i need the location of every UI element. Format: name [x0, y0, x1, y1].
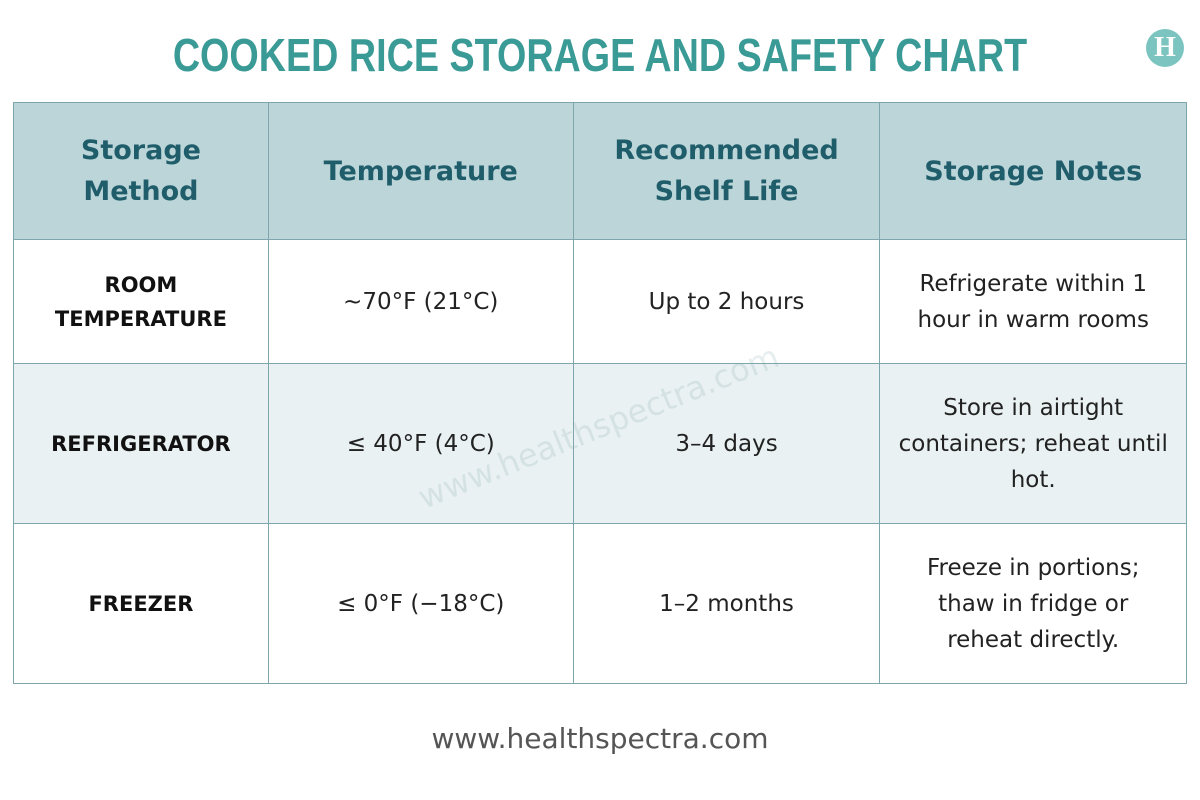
table-head: Storage Method Temperature Recommended She…	[13, 102, 1187, 240]
table-cell: ≤ 40°F (4°C)	[267, 363, 574, 524]
table-row: FREEZER ≤ 0°F (−18°C) 1–2 months Freeze in …	[13, 523, 1187, 684]
table-cell: Up to 2 hours	[572, 239, 881, 364]
footer-url: www.healthspectra.com	[431, 722, 769, 755]
table-cell: 3–4 days	[572, 363, 881, 524]
column-header: Recommended Shelf Life	[572, 102, 881, 240]
title: COOKED RICE STORAGE AND SAFETY CHART	[172, 29, 1028, 81]
method-cell: FREEZER	[13, 523, 269, 684]
table-cell: Refrigerate within 1 hour in warm rooms	[879, 239, 1187, 364]
table-cell: ≤ 0°F (−18°C)	[267, 523, 574, 684]
table-cell: Store in airtight containers; reheat unt…	[879, 363, 1187, 524]
column-header: Storage Notes	[879, 102, 1187, 240]
column-header: Storage Method	[13, 102, 269, 240]
table-cell: Freeze in portions; thaw in fridge or re…	[879, 523, 1187, 684]
table: Storage Method Temperature Recommended She…	[13, 102, 1187, 684]
logo: H	[1146, 29, 1184, 67]
method-cell: ROOM TEMPERATURE	[13, 239, 269, 364]
method-cell: REFRIGERATOR	[13, 363, 269, 524]
table-row: ROOM TEMPERATURE ~70°F (21°C) Up to 2 hour…	[13, 239, 1187, 364]
column-header: Temperature	[267, 102, 574, 240]
table-cell: 1–2 months	[572, 523, 881, 684]
table-row: REFRIGERATOR ≤ 40°F (4°C) 3–4 days Store in…	[13, 363, 1187, 524]
header-row: Storage Method Temperature Recommended She…	[13, 102, 1187, 240]
table-cell: ~70°F (21°C)	[267, 239, 574, 364]
table-body: ROOM TEMPERATURE ~70°F (21°C) Up to 2 hour…	[13, 239, 1187, 684]
